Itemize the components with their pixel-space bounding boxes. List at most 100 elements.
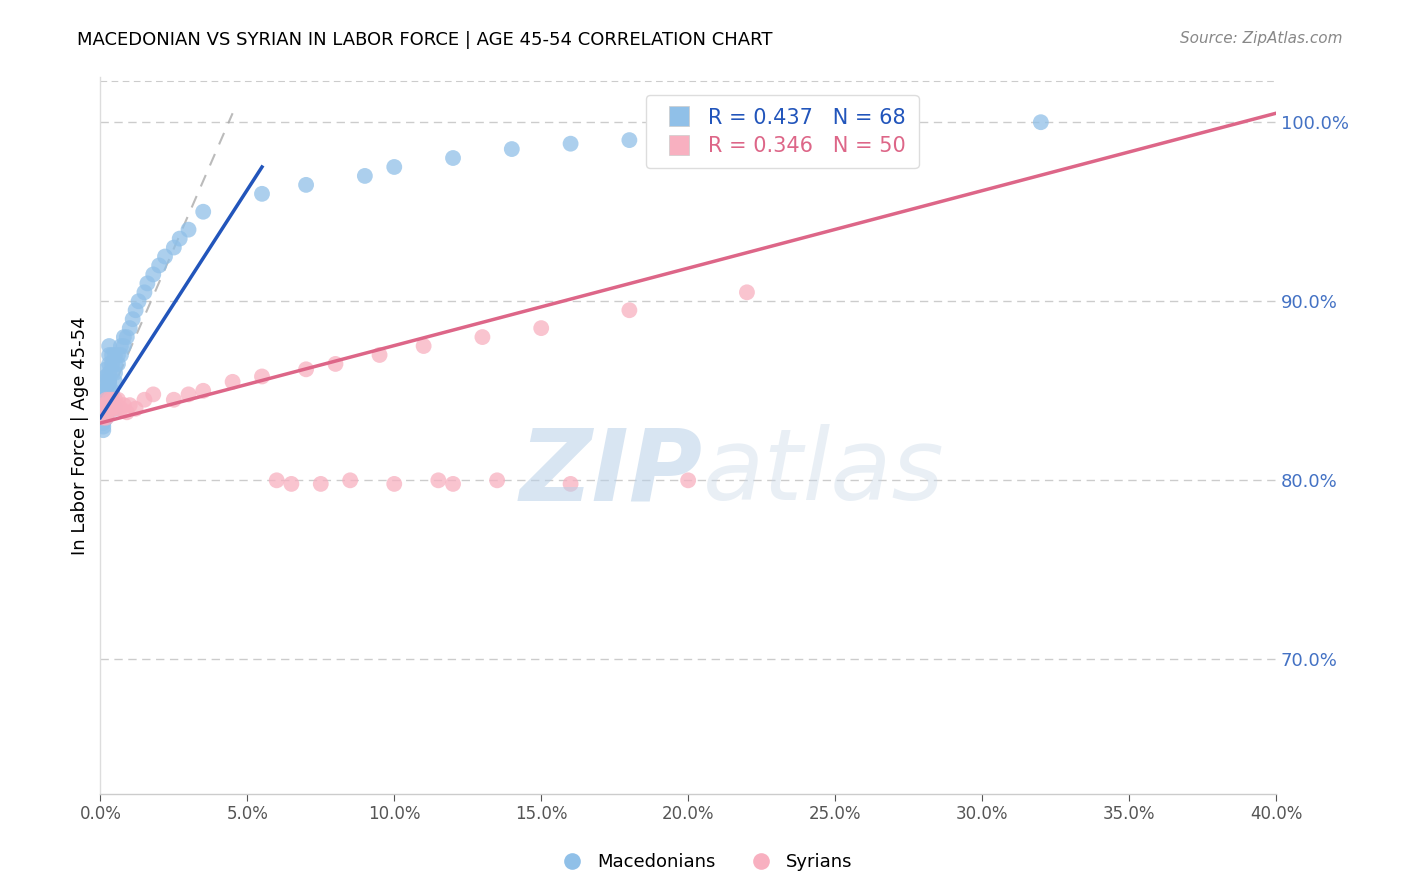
Text: Source: ZipAtlas.com: Source: ZipAtlas.com: [1180, 31, 1343, 46]
Point: [96, 405, 118, 419]
Legend: Macedonians, Syrians: Macedonians, Syrians: [547, 847, 859, 879]
Point: [96, 392, 118, 407]
Point: [101, 392, 124, 407]
Point: [560, 476, 582, 491]
Point: [295, 178, 318, 192]
Point: [101, 348, 124, 362]
Point: [107, 348, 129, 362]
Point: [98, 392, 121, 407]
Point: [98, 384, 121, 398]
Point: [676, 129, 699, 144]
Point: [91, 409, 114, 423]
Point: [676, 473, 699, 487]
Point: [193, 384, 215, 398]
Point: [153, 250, 176, 264]
Point: [101, 401, 124, 416]
Point: [115, 330, 138, 344]
Point: [91, 392, 114, 407]
Point: [501, 142, 523, 156]
Point: [96, 392, 118, 407]
Point: [441, 476, 464, 491]
Point: [96, 375, 118, 389]
Point: [107, 401, 129, 416]
Point: [96, 401, 118, 416]
Point: [177, 222, 200, 236]
Point: [530, 321, 553, 335]
Point: [98, 339, 121, 353]
Point: [368, 348, 391, 362]
Point: [142, 268, 165, 282]
Point: [134, 285, 156, 300]
Point: [110, 339, 132, 353]
Point: [735, 285, 758, 300]
Y-axis label: In Labor Force | Age 45-54: In Labor Force | Age 45-54: [72, 317, 89, 555]
Point: [354, 169, 377, 183]
Point: [91, 410, 114, 425]
Point: [101, 366, 124, 380]
Point: [441, 151, 464, 165]
Point: [560, 136, 582, 151]
Point: [115, 405, 138, 419]
Point: [177, 387, 200, 401]
Point: [96, 362, 118, 376]
Point: [96, 410, 118, 425]
Point: [118, 398, 141, 412]
Point: [98, 357, 121, 371]
Point: [104, 357, 127, 371]
Point: [325, 357, 347, 371]
Point: [91, 375, 114, 389]
Point: [91, 387, 114, 401]
Point: [104, 348, 127, 362]
Point: [96, 401, 118, 416]
Point: [98, 375, 121, 389]
Point: [98, 375, 121, 389]
Text: ZIP: ZIP: [520, 425, 703, 521]
Point: [101, 384, 124, 398]
Point: [107, 357, 129, 371]
Point: [107, 392, 129, 407]
Point: [91, 405, 114, 419]
Point: [96, 398, 118, 412]
Legend: R = 0.437   N = 68, R = 0.346   N = 50: R = 0.437 N = 68, R = 0.346 N = 50: [645, 95, 918, 169]
Point: [101, 357, 124, 371]
Point: [266, 473, 288, 487]
Point: [112, 330, 135, 344]
Point: [412, 339, 434, 353]
Point: [91, 401, 114, 416]
Point: [382, 160, 405, 174]
Point: [96, 369, 118, 384]
Text: MACEDONIAN VS SYRIAN IN LABOR FORCE | AGE 45-54 CORRELATION CHART: MACEDONIAN VS SYRIAN IN LABOR FORCE | AG…: [77, 31, 773, 49]
Point: [98, 401, 121, 416]
Point: [169, 231, 191, 245]
Point: [96, 410, 118, 425]
Point: [134, 392, 156, 407]
Point: [104, 401, 127, 416]
Point: [193, 204, 215, 219]
Point: [101, 392, 124, 407]
Point: [163, 392, 186, 407]
Point: [112, 398, 135, 412]
Point: [142, 387, 165, 401]
Point: [221, 375, 243, 389]
Point: [104, 366, 127, 380]
Point: [96, 384, 118, 398]
Text: atlas: atlas: [703, 425, 945, 521]
Point: [110, 348, 132, 362]
Point: [101, 398, 124, 412]
Point: [619, 303, 641, 318]
Point: [280, 476, 302, 491]
Point: [382, 476, 405, 491]
Point: [91, 384, 114, 398]
Point: [427, 473, 450, 487]
Point: [91, 398, 114, 412]
Point: [136, 277, 159, 291]
Point: [98, 405, 121, 419]
Point: [1029, 115, 1052, 129]
Point: [98, 398, 121, 412]
Point: [91, 419, 114, 434]
Point: [148, 259, 170, 273]
Point: [128, 294, 150, 309]
Point: [91, 401, 114, 416]
Point: [250, 369, 273, 384]
Point: [163, 241, 186, 255]
